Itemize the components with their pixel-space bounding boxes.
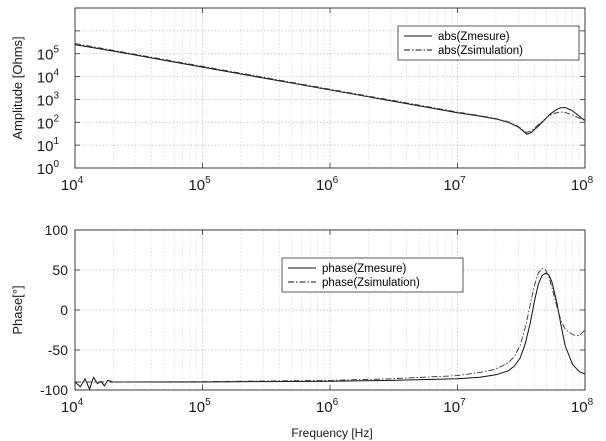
amplitude-y-tick-labels: 100 101 102 103 104 105: [37, 45, 60, 178]
y-tick-label: 104: [37, 68, 60, 87]
phase-series: [74, 267, 586, 390]
x-tick-label: 105: [188, 397, 211, 416]
amplitude-series: [74, 43, 586, 135]
y-tick-label: 100: [37, 159, 60, 178]
legend-label-abs-zsimulation: abs(Zsimulation): [438, 45, 523, 57]
legend-label-phase-zsimulation: phase(Zsimulation): [322, 277, 420, 289]
amplitude-y-axis-label: Amplitude [Ohms]: [10, 36, 25, 139]
x-tick-label: 106: [316, 175, 339, 194]
x-tick-label: 104: [61, 175, 84, 194]
amplitude-series-line-1: [74, 43, 586, 133]
y-tick-label: -100: [40, 382, 68, 398]
x-tick-label: 104: [61, 397, 84, 416]
x-tick-label: 108: [571, 175, 594, 194]
y-tick-label: 101: [37, 136, 60, 155]
amplitude-legend: abs(Zmesure) abs(Zsimulation): [397, 25, 580, 61]
phase-panel: 104 105 106 107 108 100 50 0 -50 -100 Phase[°] F…: [10, 222, 594, 440]
legend-label-phase-zmesure: phase(Zmesure): [322, 263, 407, 275]
y-tick-label: 105: [37, 45, 60, 64]
y-tick-label: 100: [45, 222, 69, 238]
phase-y-tick-labels: 100 50 0 -50 -100: [40, 222, 68, 398]
phase-x-tick-labels: 104 105 106 107 108: [61, 397, 594, 416]
legend-label-abs-zmesure: abs(Zmesure): [438, 31, 510, 43]
amplitude-ticks: [74, 7, 586, 169]
y-tick-label: 0: [60, 302, 68, 318]
phase-x-axis-label: Frequency [Hz]: [291, 426, 372, 440]
x-tick-label: 105: [188, 175, 211, 194]
amplitude-panel: 104 105 106 107 108 100 101 102 103 104 105 Ampli…: [10, 7, 594, 194]
y-tick-label: -50: [48, 342, 68, 358]
y-tick-label: 50: [52, 262, 68, 278]
x-tick-label: 107: [443, 175, 466, 194]
phase-legend-box: [281, 257, 464, 293]
x-tick-label: 108: [571, 397, 594, 416]
phase-series-line-1: [75, 267, 586, 383]
phase-ticks: [74, 229, 586, 391]
amplitude-x-tick-labels: 104 105 106 107 108: [61, 175, 594, 194]
phase-y-axis-label: Phase[°]: [10, 285, 25, 334]
amplitude-grid: [75, 8, 585, 168]
x-tick-label: 106: [316, 397, 339, 416]
x-tick-label: 107: [443, 397, 466, 416]
y-tick-label: 102: [37, 113, 60, 132]
amplitude-legend-box: [397, 25, 580, 61]
y-tick-label: 103: [37, 90, 60, 109]
phase-legend: phase(Zmesure) phase(Zsimulation): [281, 257, 464, 293]
